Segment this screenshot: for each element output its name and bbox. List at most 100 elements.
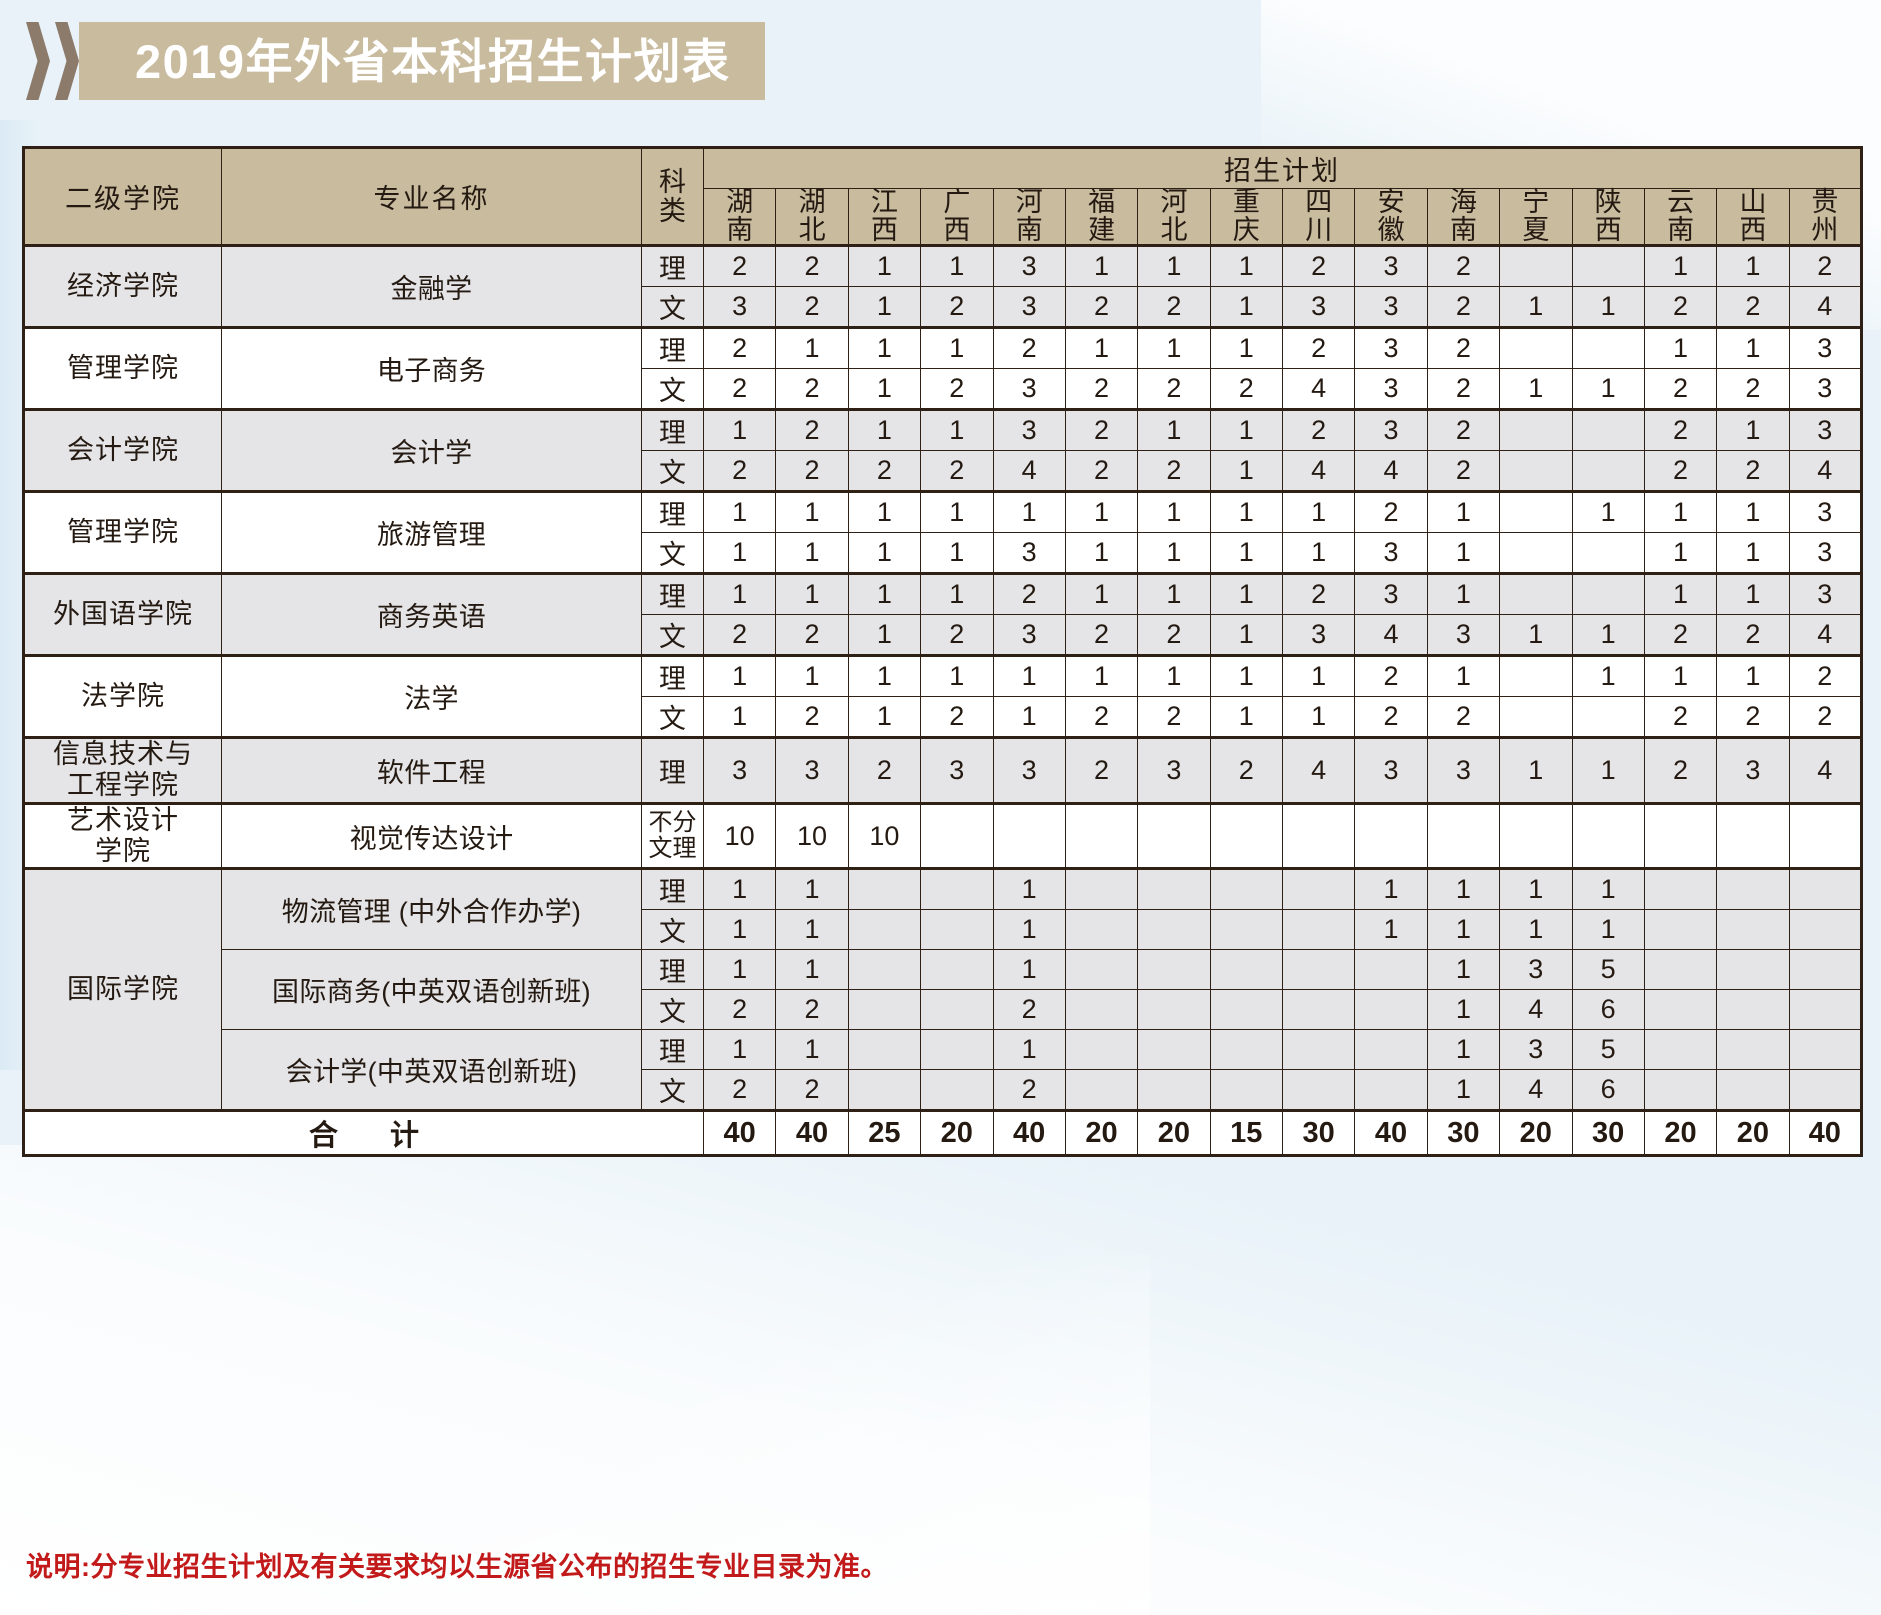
cell-major-name: 物流管理 (中外合作办学) bbox=[221, 867, 642, 951]
table-row: 管理学院 电子商务理 2 1 1 1 2 1 1 1 2 3 2 1 1 3 bbox=[23, 326, 1863, 411]
cell-quota: 4 bbox=[1281, 450, 1356, 493]
cell-quota bbox=[1788, 801, 1863, 870]
cell-quota: 2 bbox=[1788, 244, 1863, 288]
cell-quota: 4 bbox=[1499, 989, 1573, 1031]
cell-quota bbox=[1354, 801, 1428, 870]
cell-quota bbox=[1499, 408, 1573, 452]
cell-quota: 1 bbox=[1281, 532, 1356, 575]
cell-quota: 1 bbox=[1281, 654, 1356, 698]
cell-quota: 2 bbox=[1064, 696, 1139, 739]
cell-quota bbox=[1281, 949, 1356, 991]
column-header-province: 河南 bbox=[992, 187, 1066, 247]
cell-quota bbox=[1064, 1069, 1139, 1112]
cell-quota: 3 bbox=[1354, 532, 1428, 575]
cell-college: 经济学院 bbox=[23, 244, 222, 329]
cell-subject-type: 理 bbox=[641, 408, 704, 452]
cell-quota bbox=[1499, 572, 1573, 616]
cell-quota bbox=[1643, 801, 1718, 870]
cell-quota: 2 bbox=[1716, 614, 1790, 657]
cell-quota: 1 bbox=[1426, 1029, 1501, 1071]
cell-quota: 3 bbox=[992, 408, 1066, 452]
cell-quota: 3 bbox=[1281, 614, 1356, 657]
cell-quota: 4 bbox=[1281, 368, 1356, 411]
cell-total: 30 bbox=[1571, 1109, 1645, 1157]
cell-quota: 1 bbox=[1499, 614, 1573, 657]
cell-quota bbox=[1281, 989, 1356, 1031]
cell-quota bbox=[1499, 532, 1573, 575]
cell-quota: 1 bbox=[702, 949, 777, 991]
cell-quota: 1 bbox=[1643, 654, 1718, 698]
cell-quota bbox=[1064, 801, 1139, 870]
cell-subject-type: 理 bbox=[641, 736, 704, 804]
cell-quota: 1 bbox=[702, 654, 777, 698]
column-header-province: 陕西 bbox=[1571, 187, 1645, 247]
cell-quota bbox=[1281, 1029, 1356, 1071]
cell-major-name: 法学 bbox=[221, 654, 642, 739]
cell-quota: 2 bbox=[1281, 244, 1356, 288]
table-row: 外国语学院 商务英语理 1 1 1 1 2 1 1 1 2 3 1 1 1 3 bbox=[23, 572, 1863, 657]
cell-quota: 2 bbox=[775, 408, 849, 452]
cell-total: 15 bbox=[1209, 1109, 1284, 1157]
cell-quota bbox=[920, 1069, 994, 1112]
cell-quota bbox=[1064, 949, 1139, 991]
cell-major-name: 会计学(中英双语创新班) bbox=[221, 1029, 642, 1112]
cell-quota bbox=[1571, 532, 1645, 575]
cell-quota bbox=[1643, 1029, 1718, 1071]
cell-quota: 3 bbox=[775, 736, 849, 804]
column-header-college: 二级学院 bbox=[23, 146, 222, 247]
cell-quota: 1 bbox=[1209, 408, 1284, 452]
cell-total: 30 bbox=[1281, 1109, 1356, 1157]
cell-quota: 1 bbox=[1571, 654, 1645, 698]
cell-quota: 1 bbox=[1209, 572, 1284, 616]
cell-quota: 2 bbox=[1788, 654, 1863, 698]
cell-quota: 1 bbox=[1209, 696, 1284, 739]
cell-quota: 1 bbox=[1716, 572, 1790, 616]
cell-quota: 1 bbox=[775, 949, 849, 991]
cell-college: 国际学院 bbox=[23, 867, 222, 1112]
cell-quota: 2 bbox=[1426, 450, 1501, 493]
cell-quota: 1 bbox=[847, 408, 922, 452]
cell-quota: 1 bbox=[992, 949, 1066, 991]
cell-quota: 1 bbox=[1064, 490, 1139, 534]
column-header-province: 云南 bbox=[1643, 187, 1718, 247]
cell-quota bbox=[1788, 867, 1863, 911]
cell-quota: 1 bbox=[1137, 654, 1211, 698]
cell-quota: 1 bbox=[702, 867, 777, 911]
cell-quota: 2 bbox=[775, 368, 849, 411]
cell-quota: 1 bbox=[920, 572, 994, 616]
cell-quota bbox=[1716, 867, 1790, 911]
column-header-province: 湖南 bbox=[702, 187, 777, 247]
cell-quota: 1 bbox=[1716, 244, 1790, 288]
cell-quota: 1 bbox=[1137, 572, 1211, 616]
cell-quota: 1 bbox=[1137, 326, 1211, 370]
cell-quota bbox=[1281, 909, 1356, 951]
cell-quota bbox=[920, 909, 994, 951]
cell-quota: 2 bbox=[1064, 408, 1139, 452]
cell-quota bbox=[847, 867, 922, 911]
cell-quota: 1 bbox=[1137, 408, 1211, 452]
cell-quota bbox=[1137, 989, 1211, 1031]
table-row: 会计学院 会计学理 1 2 1 1 3 2 1 1 2 3 2 2 1 3 bbox=[23, 408, 1863, 493]
cell-subject-type: 理 bbox=[641, 949, 704, 991]
column-header-plan-group: 招生计划 bbox=[703, 147, 1862, 189]
cell-quota bbox=[1716, 801, 1790, 870]
table-head: 二级学院 专业名称 科类 招生计划 湖南湖北江西广西河南福建河北重庆四川安徽海南… bbox=[23, 146, 1863, 247]
table-row: 经济学院 金融学理 2 2 1 1 3 1 1 1 2 3 2 1 1 2 bbox=[23, 244, 1863, 329]
cell-quota: 1 bbox=[1137, 244, 1211, 288]
cell-quota: 1 bbox=[1209, 654, 1284, 698]
cell-quota: 1 bbox=[1426, 989, 1501, 1031]
cell-subject-type: 理 bbox=[641, 490, 704, 534]
cell-quota: 3 bbox=[920, 736, 994, 804]
cell-college: 管理学院 bbox=[23, 326, 222, 411]
cell-quota: 10 bbox=[702, 801, 777, 870]
cell-quota bbox=[1571, 244, 1645, 288]
cell-quota bbox=[1064, 1029, 1139, 1071]
cell-quota bbox=[847, 949, 922, 991]
cell-quota: 1 bbox=[1064, 654, 1139, 698]
cell-quota: 3 bbox=[992, 368, 1066, 411]
page-header-banner: 2019年外省本科招生计划表 bbox=[26, 22, 765, 100]
cell-quota: 3 bbox=[992, 614, 1066, 657]
cell-quota bbox=[1643, 1069, 1718, 1112]
cell-quota: 4 bbox=[1788, 614, 1863, 657]
